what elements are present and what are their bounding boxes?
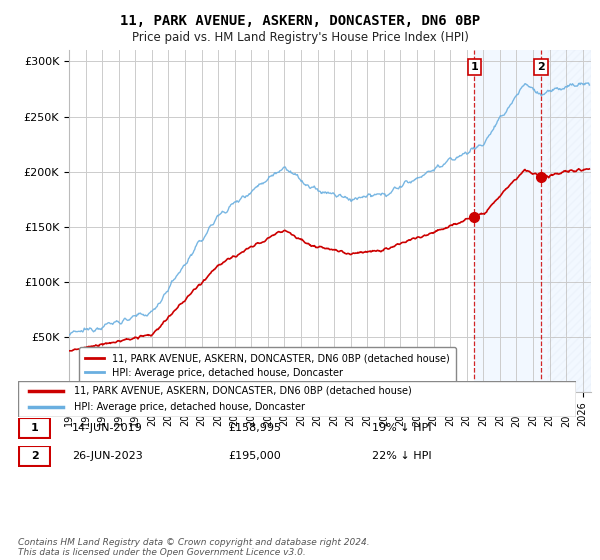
Text: 1: 1 bbox=[470, 62, 478, 72]
Text: 22% ↓ HPI: 22% ↓ HPI bbox=[372, 451, 431, 461]
FancyBboxPatch shape bbox=[19, 446, 50, 466]
FancyBboxPatch shape bbox=[18, 381, 576, 417]
Text: HPI: Average price, detached house, Doncaster: HPI: Average price, detached house, Donc… bbox=[74, 402, 305, 412]
Bar bbox=[474, 50, 591, 392]
Text: £195,000: £195,000 bbox=[228, 451, 281, 461]
Text: 19% ↓ HPI: 19% ↓ HPI bbox=[372, 423, 431, 433]
Legend: 11, PARK AVENUE, ASKERN, DONCASTER, DN6 0BP (detached house), HPI: Average price: 11, PARK AVENUE, ASKERN, DONCASTER, DN6 … bbox=[79, 347, 456, 384]
Text: 2: 2 bbox=[537, 62, 545, 72]
Text: 11, PARK AVENUE, ASKERN, DONCASTER, DN6 0BP (detached house): 11, PARK AVENUE, ASKERN, DONCASTER, DN6 … bbox=[74, 386, 412, 396]
Text: Price paid vs. HM Land Registry's House Price Index (HPI): Price paid vs. HM Land Registry's House … bbox=[131, 31, 469, 44]
Text: 26-JUN-2023: 26-JUN-2023 bbox=[72, 451, 143, 461]
Text: 2: 2 bbox=[31, 451, 38, 461]
Text: Contains HM Land Registry data © Crown copyright and database right 2024.
This d: Contains HM Land Registry data © Crown c… bbox=[18, 538, 370, 557]
Text: 14-JUN-2019: 14-JUN-2019 bbox=[72, 423, 143, 433]
Text: 1: 1 bbox=[31, 423, 38, 433]
Text: 11, PARK AVENUE, ASKERN, DONCASTER, DN6 0BP: 11, PARK AVENUE, ASKERN, DONCASTER, DN6 … bbox=[120, 14, 480, 28]
FancyBboxPatch shape bbox=[19, 418, 50, 438]
Text: £158,995: £158,995 bbox=[228, 423, 281, 433]
